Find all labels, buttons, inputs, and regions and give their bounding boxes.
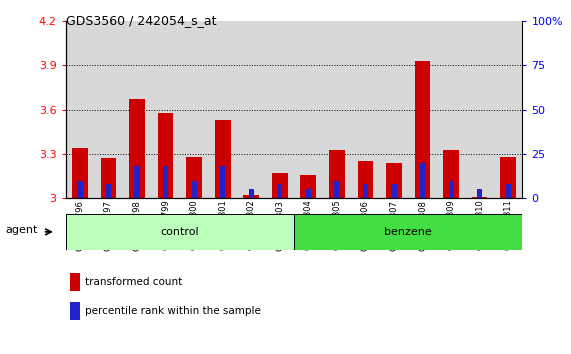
Bar bbox=[380, 21, 408, 198]
Bar bbox=[123, 21, 151, 198]
Bar bbox=[437, 21, 465, 198]
Bar bbox=[208, 21, 237, 198]
Bar bbox=[357, 161, 373, 198]
Bar bbox=[186, 157, 202, 198]
Bar bbox=[215, 120, 231, 198]
Bar bbox=[249, 189, 254, 198]
Bar bbox=[465, 21, 494, 198]
Bar bbox=[266, 21, 294, 198]
Bar bbox=[323, 21, 351, 198]
Bar bbox=[243, 195, 259, 198]
Bar bbox=[306, 189, 311, 198]
Bar bbox=[329, 149, 345, 198]
Bar bbox=[72, 148, 88, 198]
Text: GDS3560 / 242054_s_at: GDS3560 / 242054_s_at bbox=[66, 14, 216, 27]
Bar bbox=[500, 157, 516, 198]
Bar bbox=[192, 181, 196, 198]
Bar bbox=[494, 21, 522, 198]
Text: transformed count: transformed count bbox=[85, 277, 182, 287]
Bar bbox=[335, 181, 340, 198]
Text: percentile rank within the sample: percentile rank within the sample bbox=[85, 306, 261, 316]
Bar bbox=[294, 21, 323, 198]
Bar bbox=[100, 159, 116, 198]
Bar bbox=[135, 166, 140, 198]
Bar bbox=[392, 184, 396, 198]
Bar bbox=[106, 184, 111, 198]
Bar bbox=[94, 21, 123, 198]
Bar bbox=[66, 21, 94, 198]
Bar bbox=[420, 163, 425, 198]
Bar bbox=[220, 166, 225, 198]
Bar bbox=[163, 166, 168, 198]
Bar bbox=[237, 21, 266, 198]
Bar bbox=[386, 163, 402, 198]
Bar bbox=[278, 184, 283, 198]
Bar bbox=[70, 273, 81, 291]
Bar bbox=[180, 21, 208, 198]
Text: control: control bbox=[160, 227, 199, 237]
Bar bbox=[158, 113, 174, 198]
Text: benzene: benzene bbox=[384, 227, 432, 237]
Bar bbox=[300, 175, 316, 198]
Text: agent: agent bbox=[5, 225, 38, 235]
Bar bbox=[472, 197, 488, 198]
Bar bbox=[415, 61, 431, 198]
Bar bbox=[477, 189, 482, 198]
Bar bbox=[408, 21, 437, 198]
Bar bbox=[129, 99, 145, 198]
Bar bbox=[151, 21, 180, 198]
Bar bbox=[443, 149, 459, 198]
Bar bbox=[449, 181, 454, 198]
Bar bbox=[363, 184, 368, 198]
Bar bbox=[506, 184, 510, 198]
Bar bbox=[351, 21, 380, 198]
Bar bbox=[294, 214, 522, 250]
Bar bbox=[272, 173, 288, 198]
Bar bbox=[70, 302, 81, 320]
Bar bbox=[66, 214, 294, 250]
Bar bbox=[78, 181, 83, 198]
